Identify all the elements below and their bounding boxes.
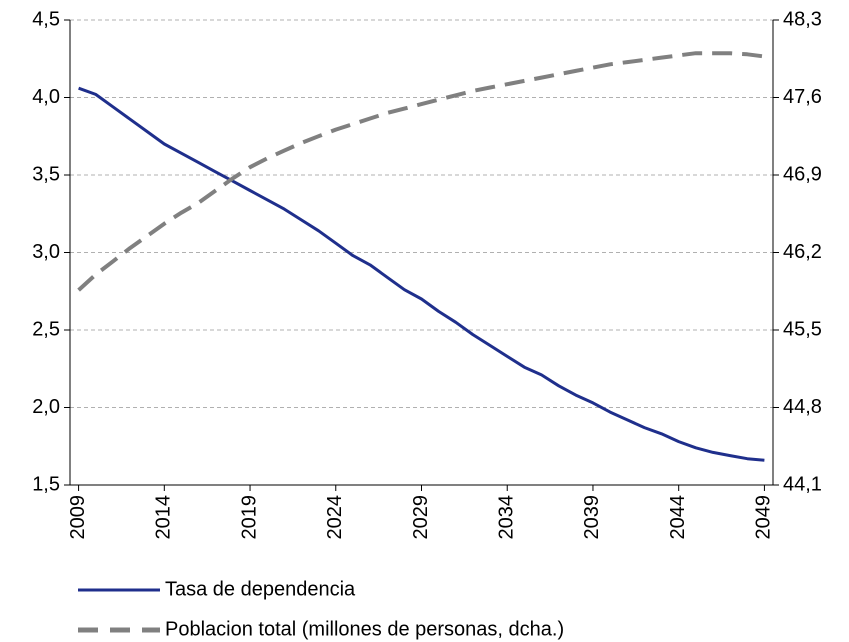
y-tick-label: 3,5 <box>32 163 60 185</box>
y2-tick-label: 48,3 <box>783 8 822 30</box>
y-tick-label: 1,5 <box>32 473 60 495</box>
y2-tick-label: 46,9 <box>783 163 822 185</box>
y-tick-label: 3,0 <box>32 241 60 263</box>
y-tick-label: 2,5 <box>32 318 60 340</box>
y2-tick-label: 45,5 <box>783 318 822 340</box>
y-tick-label: 2,0 <box>32 396 60 418</box>
x-tick-label: 2044 <box>667 495 689 540</box>
legend-label: Tasa de dependencia <box>165 578 356 600</box>
y-tick-label: 4,5 <box>32 8 60 30</box>
y2-tick-label: 44,8 <box>783 396 822 418</box>
y-tick-label: 4,0 <box>32 86 60 108</box>
x-tick-label: 2029 <box>410 495 432 540</box>
x-tick-label: 2039 <box>581 495 603 540</box>
x-tick-label: 2009 <box>67 495 89 540</box>
y2-tick-label: 47,6 <box>783 86 822 108</box>
x-tick-label: 2014 <box>153 495 175 540</box>
x-tick-label: 2019 <box>238 495 260 540</box>
y2-tick-label: 46,2 <box>783 241 822 263</box>
series-line <box>78 86 765 462</box>
x-tick-label: 2049 <box>753 495 775 540</box>
y2-tick-label: 44,1 <box>783 473 822 495</box>
x-tick-label: 2024 <box>324 495 346 540</box>
legend-label: Poblacion total (millones de personas, d… <box>165 618 564 640</box>
x-tick-label: 2034 <box>496 495 518 540</box>
series-line <box>77 51 765 292</box>
